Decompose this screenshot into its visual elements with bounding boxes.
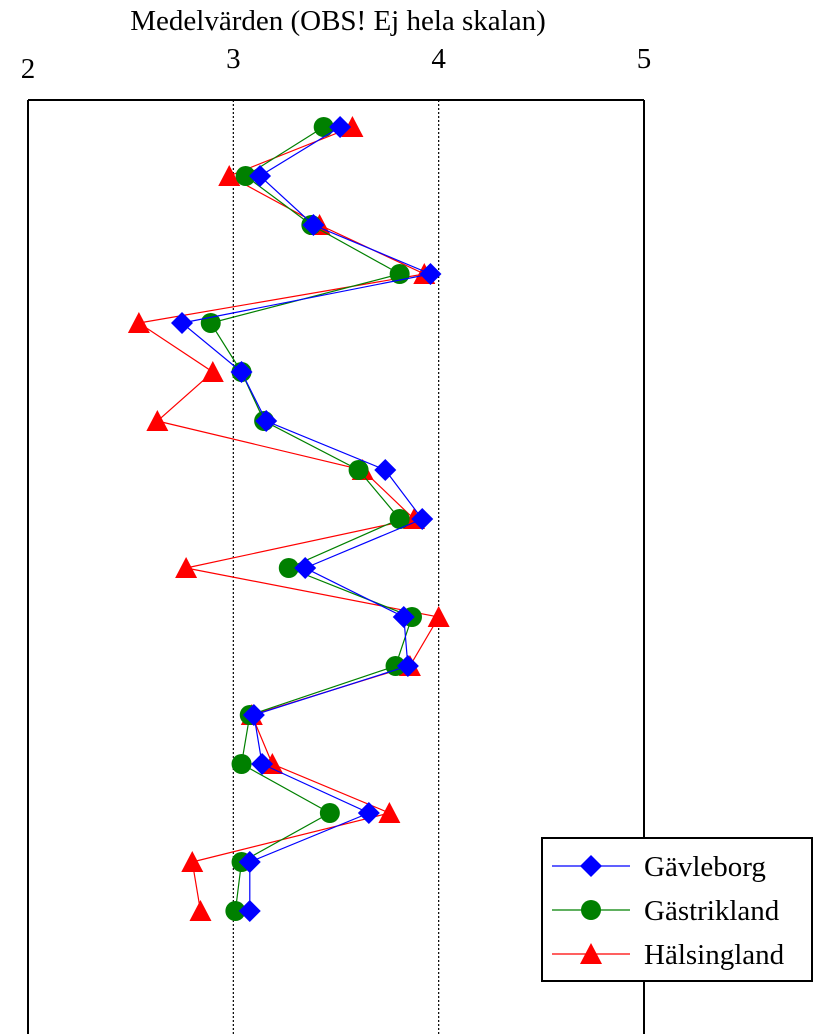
data-point (374, 459, 397, 481)
x-tick-label: 3 (226, 43, 241, 75)
x-tick-label: 5 (637, 43, 652, 75)
legend-label: Gävleborg (644, 851, 766, 883)
chart-title: Medelvärden (OBS! Ej hela skalan) (130, 5, 546, 37)
legend-marker (580, 943, 602, 964)
legend-marker (580, 855, 602, 877)
data-point (238, 851, 261, 873)
data-point (302, 214, 325, 236)
data-point (411, 508, 434, 530)
data-point (278, 558, 299, 578)
data-point (230, 361, 253, 383)
data-point (319, 803, 340, 823)
data-point (242, 704, 265, 726)
data-point (225, 901, 246, 921)
data-point (181, 851, 204, 872)
data-point (175, 557, 198, 578)
data-point (127, 312, 150, 333)
data-point (341, 116, 364, 137)
data-point (357, 802, 380, 824)
data-point (396, 655, 419, 677)
legend-label: Gästrikland (644, 895, 780, 927)
data-point (392, 606, 415, 628)
data-point (255, 410, 278, 432)
data-point (251, 753, 274, 775)
x-tick-label: 2 (21, 53, 36, 85)
data-point (294, 557, 317, 579)
legend-label: Hälsingland (644, 939, 785, 971)
legend-marker (581, 900, 601, 920)
data-point (238, 900, 261, 922)
data-point (389, 509, 410, 529)
data-point (329, 116, 352, 138)
series-0 (171, 116, 442, 922)
legend: Gävleborg Gästrikland Hälsingland (541, 837, 813, 982)
data-point (378, 802, 401, 823)
data-point (419, 263, 442, 285)
data-point (427, 606, 450, 627)
data-point (249, 165, 272, 187)
data-point (171, 312, 193, 334)
series-line (209, 126, 413, 912)
data-point (218, 165, 241, 186)
data-point (146, 410, 169, 431)
legend-item: Gävleborg (552, 851, 766, 883)
data-point (235, 166, 256, 186)
x-tick-label: 4 (431, 43, 446, 75)
data-point (313, 117, 334, 137)
data-point (231, 754, 252, 774)
legend-item: Hälsingland (552, 939, 785, 971)
data-point (348, 460, 369, 480)
data-point (189, 900, 212, 921)
legend-item: Gästrikland (552, 895, 780, 927)
data-point (201, 361, 224, 382)
